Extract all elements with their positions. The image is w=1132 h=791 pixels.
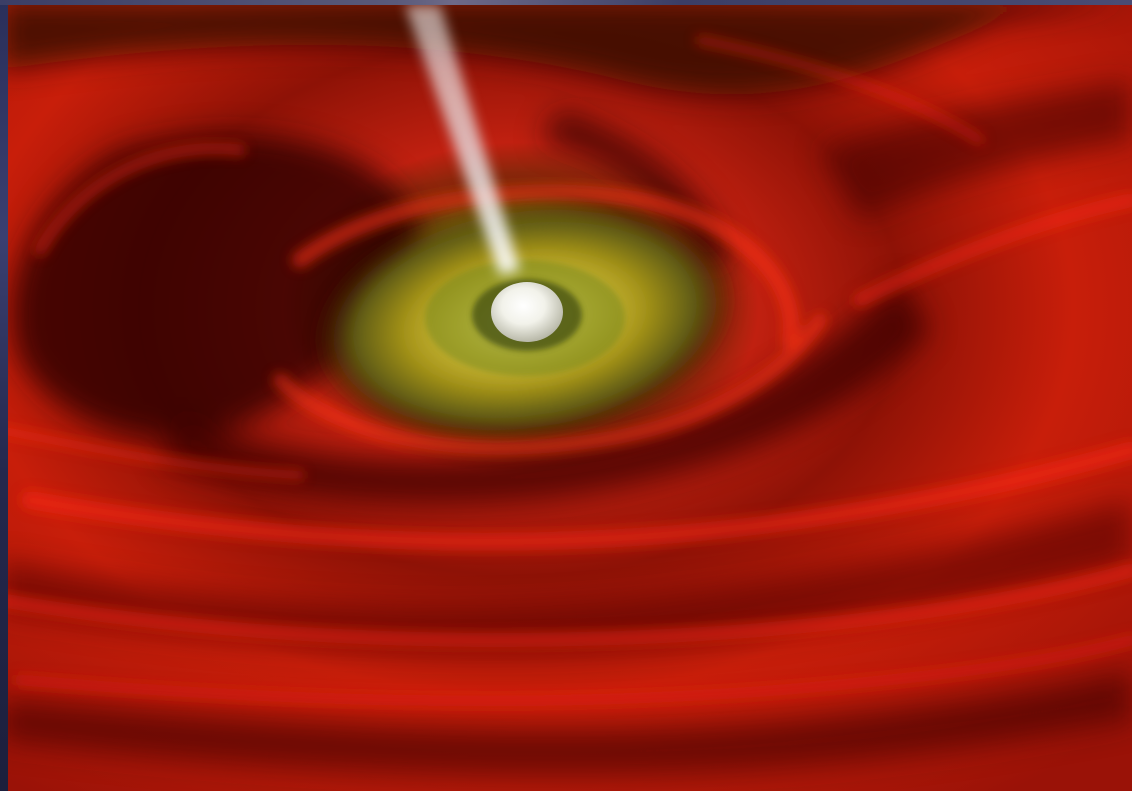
- red-streaks: [0, 35, 1132, 707]
- core-sphere: [491, 282, 563, 342]
- space-background-strip: [0, 0, 8, 791]
- jet-beam: [405, 5, 520, 275]
- space-background-top: [0, 0, 1132, 5]
